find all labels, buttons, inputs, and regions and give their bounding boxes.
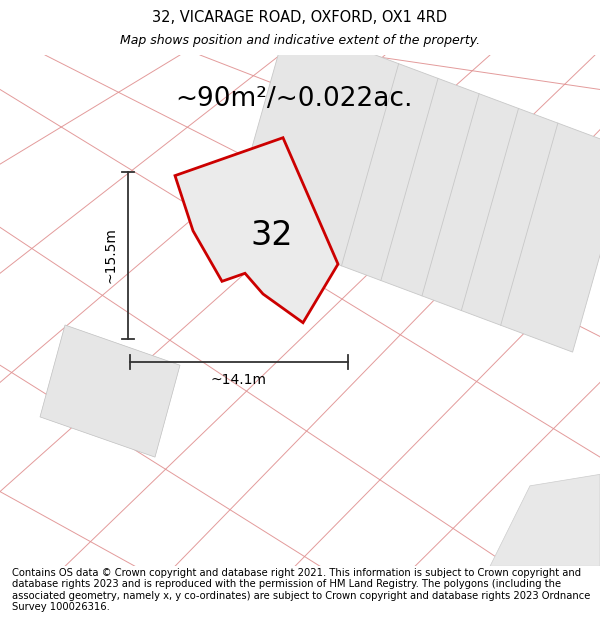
Text: Map shows position and indicative extent of the property.: Map shows position and indicative extent… xyxy=(120,34,480,47)
Text: ~90m²/~0.022ac.: ~90m²/~0.022ac. xyxy=(175,86,413,112)
Polygon shape xyxy=(490,474,600,566)
Polygon shape xyxy=(40,325,180,457)
Text: Contains OS data © Crown copyright and database right 2021. This information is : Contains OS data © Crown copyright and d… xyxy=(12,568,590,612)
Text: ~15.5m: ~15.5m xyxy=(104,228,118,283)
Polygon shape xyxy=(230,22,600,352)
Text: 32, VICARAGE ROAD, OXFORD, OX1 4RD: 32, VICARAGE ROAD, OXFORD, OX1 4RD xyxy=(152,10,448,25)
Text: ~14.1m: ~14.1m xyxy=(211,373,267,388)
Text: 32: 32 xyxy=(251,219,293,252)
Polygon shape xyxy=(175,138,338,322)
